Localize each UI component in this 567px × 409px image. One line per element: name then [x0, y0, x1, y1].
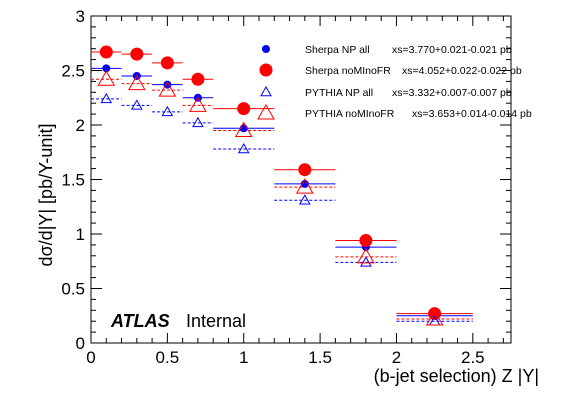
y-tick-label: 1.5: [61, 171, 85, 190]
axes-layer: 0 0.5 1 1.5 2 2.5 0 0.5 1 1.5 2 2.5 3: [61, 7, 511, 367]
legend: Sherpa NP all xs=3.770+0.021-0.021 pbSher…: [257, 44, 532, 120]
legend-marker: [260, 85, 272, 97]
x-tick-label: 1.5: [308, 348, 332, 367]
x-axis-title: (b-jet selection) Z |Y|: [374, 366, 539, 386]
data-point: [298, 163, 312, 177]
legend-xs: xs=3.332+0.007-0.007 pb: [392, 87, 512, 99]
data-point: [359, 234, 373, 248]
data-point: [160, 56, 174, 70]
data-point: [158, 81, 177, 97]
data-point: [102, 64, 111, 73]
legend-label: Sherpa NP all: [305, 44, 370, 56]
data-point: [192, 116, 204, 128]
data-point: [100, 92, 113, 104]
data-point: [237, 142, 250, 154]
markers-layer: [97, 45, 444, 326]
legend-label: Sherpa noMInoFR: [305, 65, 391, 77]
legend-label: PYTHIA NP all: [305, 87, 373, 99]
atlas-label: ATLAS: [110, 311, 170, 331]
legend-label: PYTHIA noMInoFR: [305, 108, 395, 120]
legend-marker: [257, 103, 275, 120]
data-point: [130, 47, 144, 61]
data-point: [130, 99, 143, 110]
data-point: [425, 310, 444, 326]
data-point: [163, 80, 172, 89]
y-tick-label: 1: [76, 225, 85, 244]
data-point: [298, 194, 311, 205]
y-tick-label: 3: [76, 7, 85, 26]
y-tick-label: 2: [76, 116, 85, 135]
x-tick-label: 2.5: [461, 348, 485, 367]
x-tick-label: 2: [392, 348, 401, 367]
legend-xs: xs=3.653+0.014-0.014 pb: [412, 108, 532, 120]
legend-marker: [262, 45, 270, 53]
data-point: [295, 178, 314, 194]
data-point: [189, 96, 207, 112]
x-tick-label: 0: [86, 348, 95, 367]
data-point: [99, 45, 113, 59]
y-tick-label: 0: [76, 334, 85, 353]
legend-xs: xs=4.052+0.022-0.022 pb: [402, 65, 522, 77]
data-point: [191, 72, 205, 86]
y-tick-label: 0.5: [61, 280, 85, 299]
data-point: [360, 256, 372, 267]
data-point: [357, 247, 375, 264]
legend-xs: xs=3.770+0.021-0.021 pb: [392, 44, 512, 56]
internal-label: Internal: [186, 311, 246, 331]
data-point: [234, 121, 253, 137]
data-point: [97, 70, 116, 86]
y-tick-label: 2.5: [61, 62, 85, 81]
x-tick-label: 1: [239, 348, 248, 367]
x-tick-label: 0.5: [156, 348, 180, 367]
y-axis-title: dσ/d|Y| [pb/Y-unit]: [36, 124, 56, 267]
legend-marker: [259, 63, 273, 77]
data-point: [127, 74, 146, 91]
data-point: [161, 105, 174, 117]
data-point: [237, 102, 251, 116]
